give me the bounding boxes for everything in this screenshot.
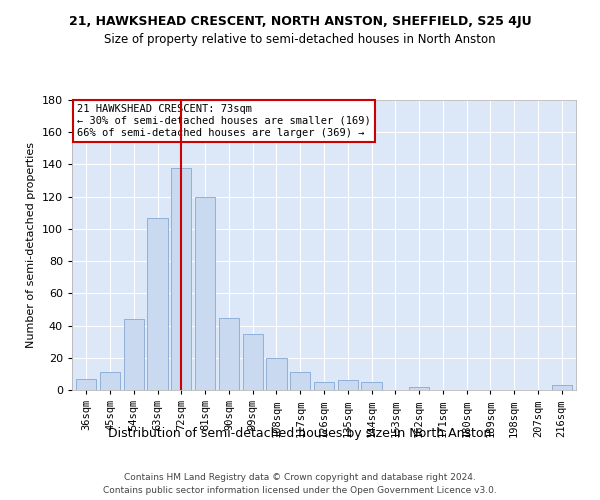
Y-axis label: Number of semi-detached properties: Number of semi-detached properties (26, 142, 36, 348)
Text: Distribution of semi-detached houses by size in North Anston: Distribution of semi-detached houses by … (109, 428, 491, 440)
Bar (171, 168, 191, 390)
Bar (148, 218, 167, 390)
Bar (219, 318, 239, 390)
Text: 21 HAWKSHEAD CRESCENT: 73sqm
← 30% of semi-detached houses are smaller (169)
66%: 21 HAWKSHEAD CRESCENT: 73sqm ← 30% of se… (77, 104, 371, 138)
Bar (314, 382, 334, 390)
Bar (100, 372, 120, 390)
Bar (124, 319, 144, 390)
Bar (76, 378, 97, 390)
Bar (195, 196, 215, 390)
Text: Contains HM Land Registry data © Crown copyright and database right 2024.: Contains HM Land Registry data © Crown c… (124, 472, 476, 482)
Bar (242, 334, 263, 390)
Text: Size of property relative to semi-detached houses in North Anston: Size of property relative to semi-detach… (104, 32, 496, 46)
Bar (290, 372, 310, 390)
Bar (409, 387, 429, 390)
Text: 21, HAWKSHEAD CRESCENT, NORTH ANSTON, SHEFFIELD, S25 4JU: 21, HAWKSHEAD CRESCENT, NORTH ANSTON, SH… (68, 15, 532, 28)
Bar (338, 380, 358, 390)
Bar (551, 385, 572, 390)
Bar (361, 382, 382, 390)
Text: Contains public sector information licensed under the Open Government Licence v3: Contains public sector information licen… (103, 486, 497, 495)
Bar (266, 358, 287, 390)
